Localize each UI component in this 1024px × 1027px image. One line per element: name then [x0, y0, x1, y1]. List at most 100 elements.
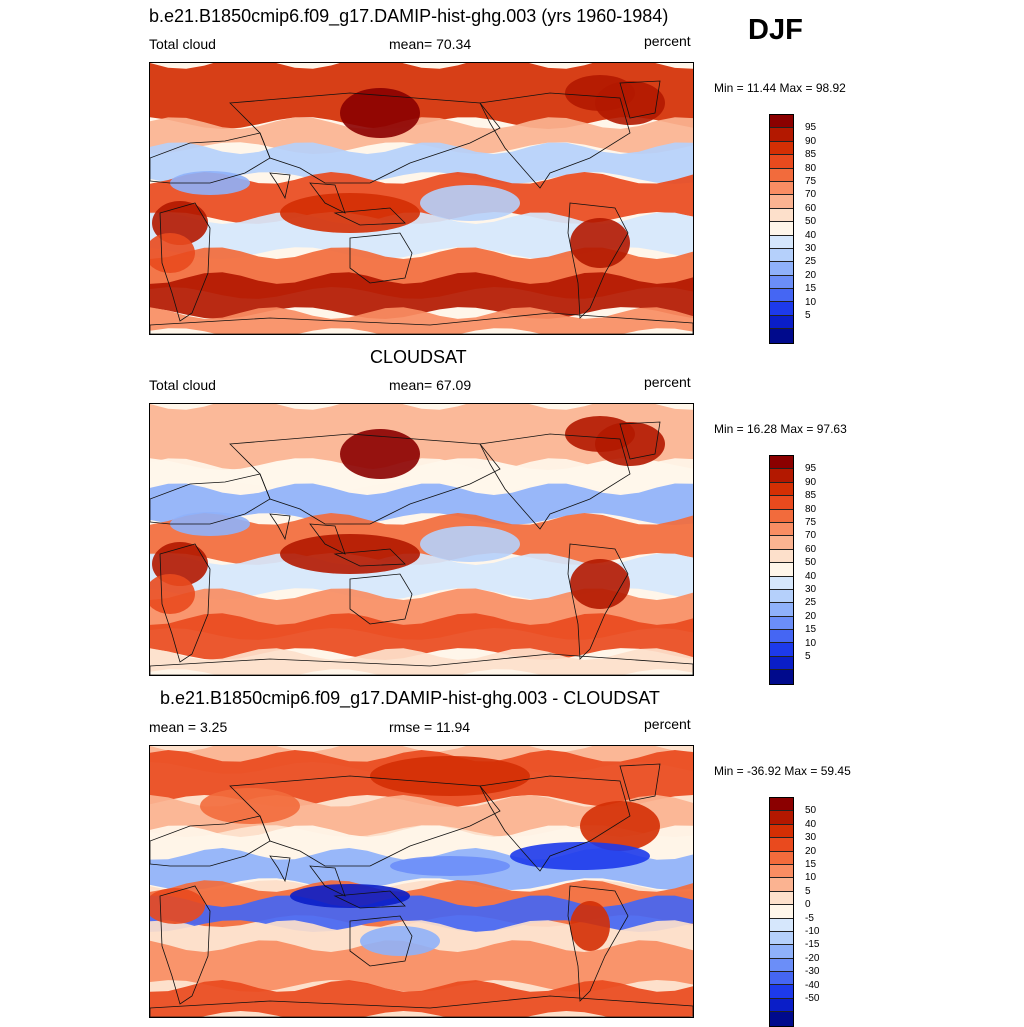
colorbar-tick-label: 15	[805, 283, 817, 295]
panel-1-mean-label: mean= 70.34	[389, 36, 472, 52]
colorbar-tick-label: 30	[805, 832, 817, 844]
panel-3-difference-map	[149, 745, 694, 1018]
colorbar-swatch	[770, 905, 793, 919]
colorbar-swatch	[770, 181, 793, 196]
colorbar-swatch	[770, 643, 793, 657]
colorbar-tick-label: 10	[805, 637, 817, 649]
panel-1-colorbar: 95 90 85 80 75 70 60 50 40 30 25 20 15 10 5	[769, 114, 839, 344]
colorbar-tick-label: 20	[805, 269, 817, 281]
colorbar-tick-label: 75	[805, 517, 817, 528]
colorbar-swatch	[770, 1012, 793, 1026]
colorbar-swatch	[770, 851, 793, 865]
panel-3-colorbar: 50 40 30 20 15 10 5 0 -5 -10 -15 -20 -30 -40 -50	[769, 797, 839, 1027]
colorbar-swatches	[769, 455, 794, 685]
colorbar-tick-label: 50	[805, 216, 817, 228]
colorbar-tick-label: -5	[805, 912, 814, 924]
colorbar-swatch	[770, 945, 793, 959]
colorbar-tick-label: -50	[805, 993, 820, 1004]
colorbar-tick-label: 10	[805, 872, 817, 884]
panel-2-cloud-map	[149, 403, 694, 676]
colorbar-swatch	[770, 616, 793, 631]
panel-1-title: b.e21.B1850cmip6.f09_g17.DAMIP-hist-ghg.…	[149, 6, 669, 26]
panel-2-title: CLOUDSAT	[370, 347, 467, 367]
colorbar-swatch	[770, 864, 793, 879]
panel-2-units-label: percent	[644, 374, 691, 390]
colorbar-tick-label: 85	[805, 149, 817, 161]
colorbar-tick-label: 70	[805, 530, 817, 542]
colorbar-swatch	[770, 235, 793, 249]
colorbar-swatch	[770, 262, 793, 276]
colorbar-swatch	[770, 115, 793, 129]
colorbar-swatch	[770, 141, 793, 156]
colorbar-swatch	[770, 315, 793, 330]
colorbar-tick-label: 20	[805, 845, 817, 857]
colorbar-swatch	[770, 469, 793, 483]
colorbar-swatch	[770, 798, 793, 812]
colorbar-tick-label: 60	[805, 543, 817, 555]
colorbar-swatch	[770, 456, 793, 470]
panel-1-variable-label: Total cloud	[149, 36, 216, 52]
colorbar-tick-label: 95	[805, 122, 817, 134]
colorbar-tick-label: 95	[805, 463, 817, 475]
colorbar-swatch	[770, 329, 793, 343]
colorbar-swatch	[770, 878, 793, 892]
colorbar-swatch	[770, 998, 793, 1013]
colorbar-swatch	[770, 670, 793, 684]
colorbar-swatch	[770, 630, 793, 644]
panel-1-units-label: percent	[644, 33, 691, 49]
colorbar-tick-label: -15	[805, 939, 820, 951]
colorbar-swatch	[770, 972, 793, 986]
colorbar-tick-label: -40	[805, 979, 820, 991]
colorbar-tick-label: 60	[805, 202, 817, 214]
panel-1-map-svg	[150, 63, 693, 334]
colorbar-tick-label: 20	[805, 610, 817, 622]
colorbar-tick-label: 5	[805, 885, 811, 897]
colorbar-swatch	[770, 248, 793, 263]
colorbar-tick-label: 40	[805, 818, 817, 830]
panel-2-min-max: Min = 16.28 Max = 97.63	[714, 422, 847, 436]
colorbar-swatch	[770, 208, 793, 223]
colorbar-tick-label: 80	[805, 162, 817, 174]
panel-2-colorbar: 95 90 85 80 75 70 60 50 40 30 25 20 15 10 5	[769, 455, 839, 685]
colorbar-swatch	[770, 168, 793, 182]
colorbar-swatch	[770, 549, 793, 564]
colorbar-swatch	[770, 576, 793, 590]
colorbar-swatch	[770, 918, 793, 932]
colorbar-swatch	[770, 195, 793, 209]
colorbar-swatch	[770, 589, 793, 604]
colorbar-swatch	[770, 958, 793, 973]
panel-2-variable-label: Total cloud	[149, 377, 216, 393]
colorbar-swatch	[770, 222, 793, 236]
colorbar-swatch	[770, 811, 793, 825]
colorbar-swatch	[770, 603, 793, 617]
colorbar-swatch	[770, 656, 793, 671]
colorbar-swatches	[769, 114, 794, 344]
colorbar-swatch	[770, 931, 793, 946]
colorbar-tick-label: 50	[805, 805, 817, 817]
panel-3-mean-label: mean = 3.25	[149, 719, 228, 735]
colorbar-tick-label: -20	[805, 952, 820, 964]
colorbar-swatch	[770, 838, 793, 852]
panel-3-rmse-label: rmse = 11.94	[389, 719, 471, 735]
colorbar-tick-label: 40	[805, 570, 817, 582]
colorbar-tick-label: 5	[805, 310, 811, 321]
colorbar-tick-label: 70	[805, 189, 817, 201]
colorbar-swatch	[770, 824, 793, 839]
colorbar-swatch	[770, 128, 793, 142]
colorbar-swatch	[770, 563, 793, 577]
colorbar-swatch	[770, 275, 793, 290]
colorbar-swatch	[770, 891, 793, 906]
colorbar-swatch	[770, 536, 793, 550]
colorbar-swatch	[770, 522, 793, 537]
colorbar-tick-label: 40	[805, 229, 817, 241]
colorbar-tick-label: 0	[805, 899, 811, 911]
colorbar-tick-label: 25	[805, 597, 817, 609]
colorbar-swatch	[770, 496, 793, 510]
colorbar-tick-label: 30	[805, 584, 817, 595]
colorbar-tick-label: 90	[805, 135, 817, 147]
colorbar-tick-label: 15	[805, 859, 817, 870]
panel-3-map-svg	[150, 746, 693, 1017]
colorbar-tick-label: 15	[805, 624, 817, 636]
panel-3-min-max: Min = -36.92 Max = 59.45	[714, 764, 851, 778]
panel-3-title: b.e21.B1850cmip6.f09_g17.DAMIP-hist-ghg.…	[160, 688, 660, 708]
